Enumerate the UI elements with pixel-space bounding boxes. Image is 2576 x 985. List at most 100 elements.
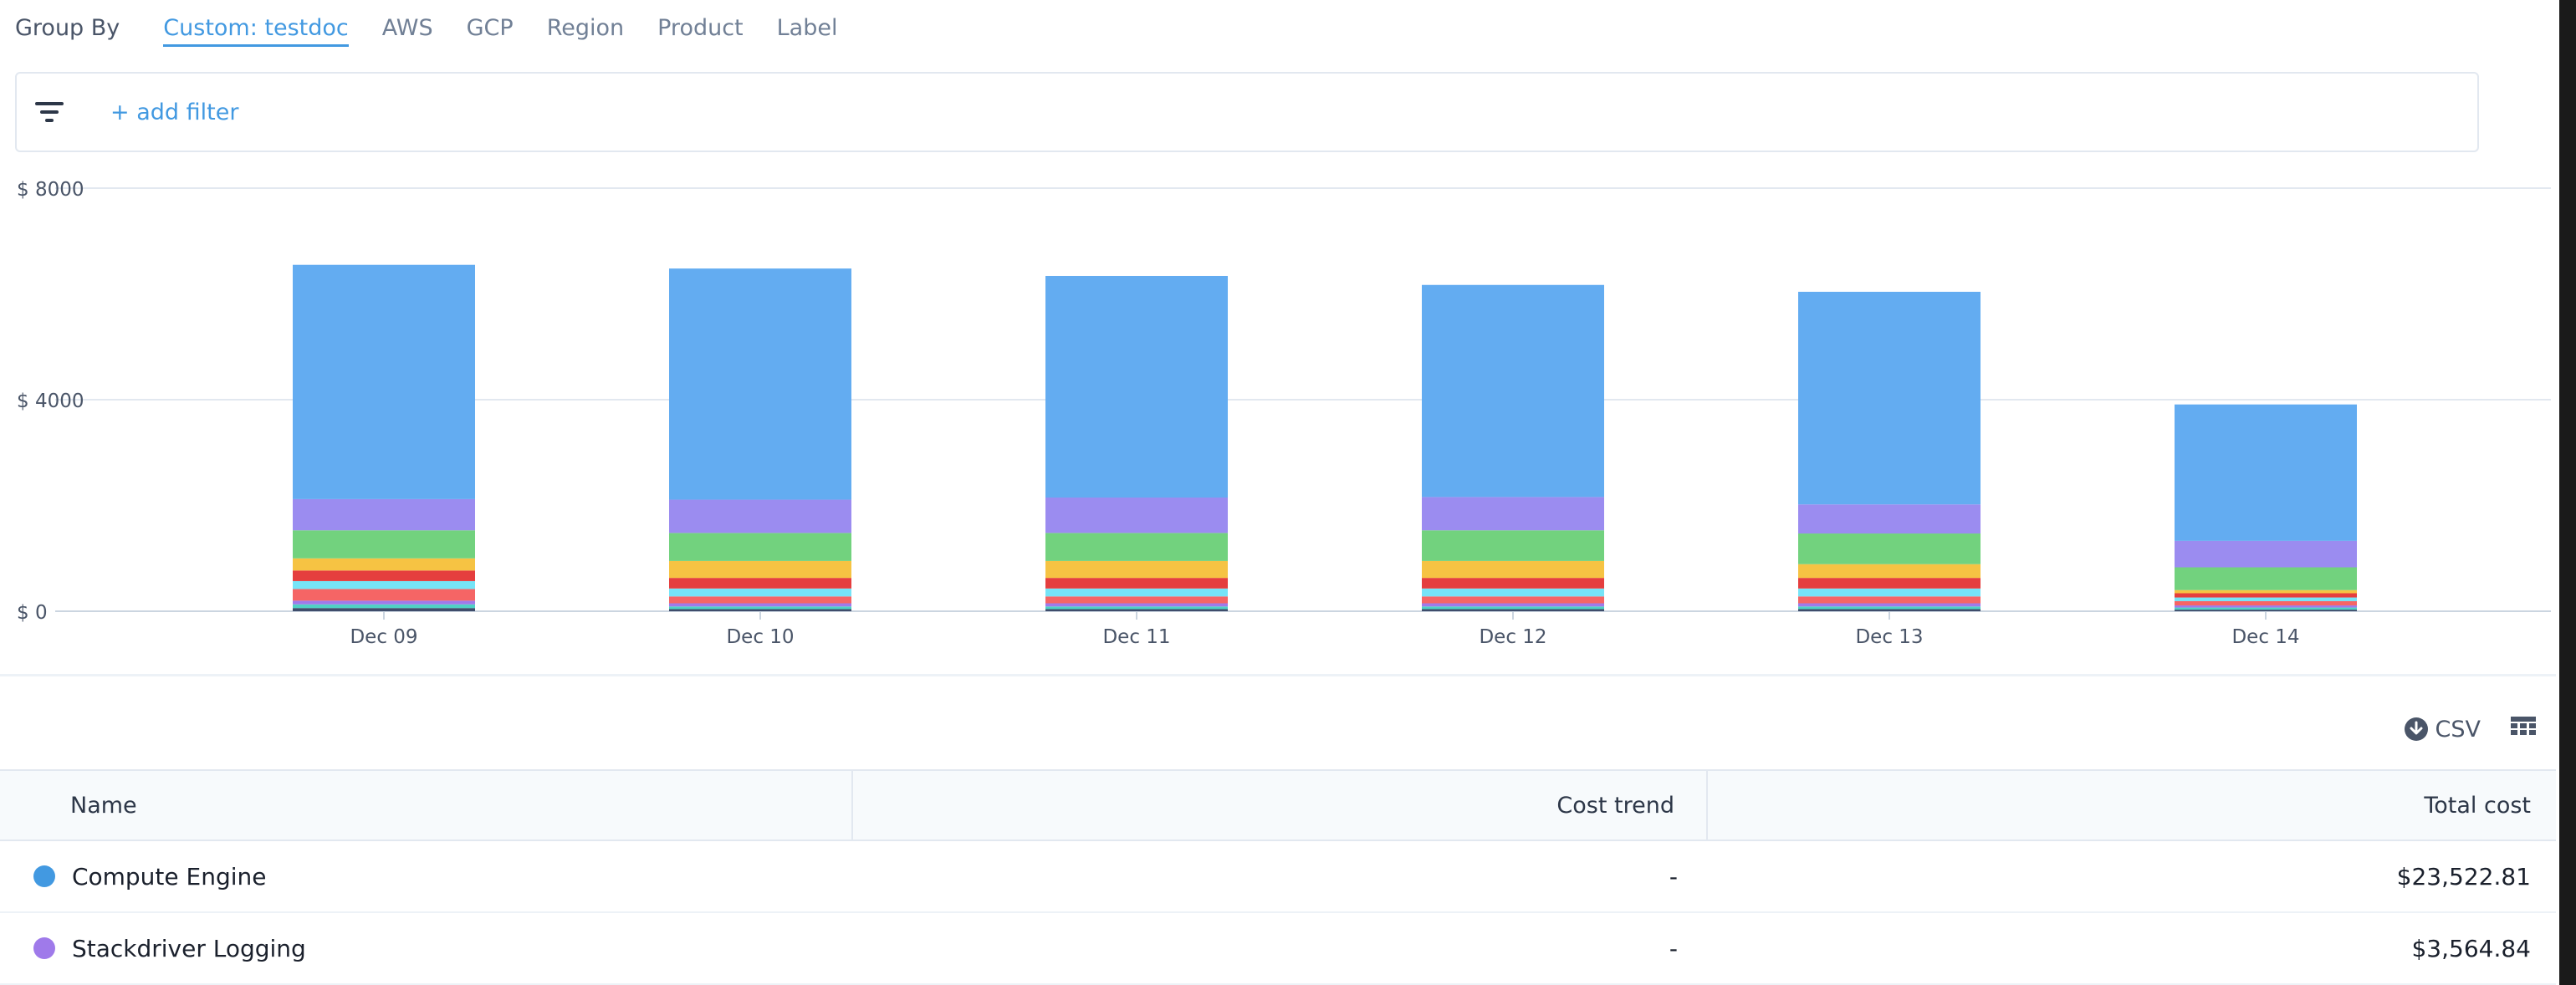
bar-segment[interactable]	[669, 578, 851, 589]
y-tick-label: $ 4000	[17, 390, 84, 412]
bar-segment[interactable]	[1045, 596, 1228, 604]
window-edge	[2559, 0, 2576, 985]
bar-segment[interactable]	[669, 603, 851, 607]
header-name[interactable]: Name	[0, 771, 853, 840]
row-cost-trend: -	[1669, 862, 1679, 891]
csv-download-button[interactable]: CSV	[2404, 717, 2481, 743]
bar-segment[interactable]	[1045, 275, 1228, 498]
tab-region[interactable]: Region	[546, 15, 625, 41]
row-name: Compute Engine	[71, 862, 267, 891]
bar-segment[interactable]	[1045, 498, 1228, 533]
bar-segment[interactable]	[1045, 578, 1228, 589]
x-tick-label: Dec 12	[1479, 626, 1546, 648]
bar-segment[interactable]	[1422, 560, 1604, 579]
bar-segment[interactable]	[1798, 603, 1981, 607]
bar-segment[interactable]	[293, 604, 475, 609]
download-icon	[2404, 717, 2428, 741]
header-total-cost[interactable]: Total cost	[2424, 792, 2531, 819]
bar-segment[interactable]	[1422, 284, 1604, 498]
y-tick-label: $ 0	[17, 602, 48, 624]
columns-grid-icon[interactable]	[2511, 716, 2536, 743]
x-tick-label: Dec 13	[1855, 626, 1923, 648]
bar-segment[interactable]	[1422, 588, 1604, 597]
bar-segment[interactable]	[1045, 603, 1228, 607]
bar-segment[interactable]	[293, 608, 475, 611]
add-filter-link[interactable]: + add filter	[110, 99, 239, 125]
table-row[interactable]: Stackdriver Logging - $3,564.84	[0, 913, 2556, 985]
bar-segment[interactable]	[669, 609, 851, 611]
bar-segment[interactable]	[1422, 578, 1604, 589]
bar-segment[interactable]	[669, 499, 851, 533]
bar-segment[interactable]	[293, 264, 475, 499]
bar-segment[interactable]	[1798, 291, 1981, 505]
y-axis-labels: $ 0 $ 4000 $ 8000	[17, 179, 84, 624]
bar-segment[interactable]	[1798, 533, 1981, 564]
bar-segment[interactable]	[1798, 578, 1981, 589]
bar-segment[interactable]	[2175, 404, 2357, 541]
tab-gcp[interactable]: GCP	[466, 15, 514, 41]
bar-segment[interactable]	[2175, 589, 2357, 594]
bar-segment[interactable]	[2175, 610, 2357, 611]
x-axis-labels: Dec 09 Dec 10 Dec 11 Dec 12 Dec 13 Dec 14	[350, 611, 2300, 648]
bar-segment[interactable]	[1422, 530, 1604, 561]
bar-segment[interactable]	[1422, 497, 1604, 531]
bar-segment[interactable]	[293, 530, 475, 559]
bar-segment[interactable]	[1422, 606, 1604, 610]
bar-segment[interactable]	[2175, 593, 2357, 598]
group-by-bar: Group By Custom: testdoc AWS GCP Region …	[15, 15, 1186, 54]
bar-segment[interactable]	[293, 580, 475, 589]
bar-segment[interactable]	[1798, 609, 1981, 611]
bar-segment[interactable]	[293, 570, 475, 581]
x-tick-label: Dec 11	[1102, 626, 1170, 648]
bar-segment[interactable]	[2175, 597, 2357, 601]
bar-segment[interactable]	[1798, 564, 1981, 579]
group-by-label: Group By	[15, 15, 120, 41]
filter-icon[interactable]	[35, 100, 64, 125]
y-tick-label: $ 8000	[17, 179, 84, 201]
bar-segment[interactable]	[293, 498, 475, 531]
bar-segment[interactable]	[2175, 607, 2357, 610]
bar-segment[interactable]	[1422, 603, 1604, 607]
tab-custom-testdoc[interactable]: Custom: testdoc	[163, 15, 349, 47]
bar-segment[interactable]	[669, 596, 851, 604]
bar-segment[interactable]	[2175, 605, 2357, 608]
table-row[interactable]: Compute Engine - $23,522.81	[0, 841, 2556, 913]
bar-segment[interactable]	[2175, 540, 2357, 568]
bar-segment[interactable]	[1045, 533, 1228, 561]
bar-segment[interactable]	[1045, 588, 1228, 597]
header-cost-trend[interactable]: Cost trend	[853, 771, 1708, 840]
x-tick-label: Dec 14	[2231, 626, 2299, 648]
table-toolbar: CSV	[2404, 712, 2536, 746]
bar-segment[interactable]	[2175, 567, 2357, 590]
bar-segment[interactable]	[1045, 560, 1228, 579]
bar-segment[interactable]	[293, 558, 475, 571]
row-total-cost: $3,564.84	[2411, 934, 2531, 962]
bar-segment[interactable]	[1798, 606, 1981, 610]
bar-segment[interactable]	[2175, 600, 2357, 606]
bar-segment[interactable]	[669, 533, 851, 561]
row-name: Stackdriver Logging	[71, 934, 306, 962]
bar-segment[interactable]	[1422, 596, 1604, 604]
tab-aws[interactable]: AWS	[381, 15, 433, 41]
bar-segment[interactable]	[1798, 596, 1981, 604]
tab-label[interactable]: Label	[776, 15, 838, 41]
x-tick-label: Dec 10	[726, 626, 794, 648]
bar-segment[interactable]	[1798, 504, 1981, 534]
row-cost-trend: -	[1669, 934, 1679, 962]
bar-segment[interactable]	[1045, 609, 1228, 611]
tab-product[interactable]: Product	[657, 15, 744, 41]
bar-segment[interactable]	[293, 600, 475, 605]
bar-segment[interactable]	[669, 588, 851, 597]
chart-bars	[293, 264, 2357, 611]
bar-segment[interactable]	[1045, 606, 1228, 610]
bar-segment[interactable]	[293, 589, 475, 601]
bar-segment[interactable]	[669, 560, 851, 579]
bar-segment[interactable]	[669, 268, 851, 500]
bar-segment[interactable]	[1422, 609, 1604, 611]
filter-bar: + add filter	[15, 72, 2479, 152]
bar-segment[interactable]	[669, 606, 851, 610]
cost-chart: $ 0 $ 4000 $ 8000 Dec 09 Dec 10 Dec 11 Dec 12…	[17, 179, 2551, 648]
series-color-dot	[33, 937, 55, 959]
bar-segment[interactable]	[1798, 588, 1981, 597]
csv-label: CSV	[2435, 716, 2481, 743]
